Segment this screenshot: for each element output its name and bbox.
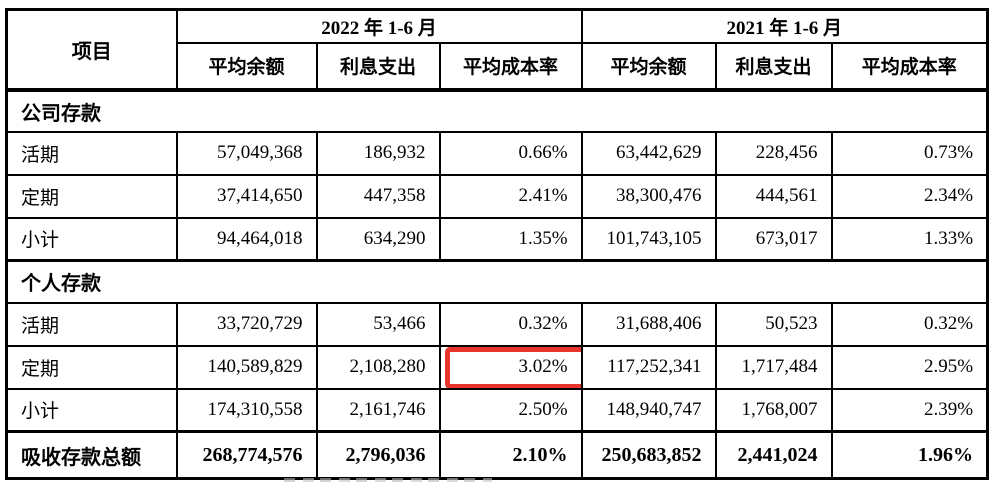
- col-header-avg-balance-2021: 平均余额: [580, 41, 717, 92]
- col-header-avg-balance-2022: 平均余额: [175, 41, 318, 92]
- row-label: 定期: [5, 173, 178, 219]
- cell-value: 1.96%: [830, 430, 989, 480]
- col-header-period-2022: 2022 年 1-6 月: [175, 8, 583, 44]
- cell-value: 174,310,558: [175, 387, 318, 433]
- cell-value: 57,049,368: [175, 130, 318, 176]
- cell-value: 2.10%: [438, 430, 583, 480]
- cell-value: 2.34%: [830, 173, 989, 219]
- cell-value: 37,414,650: [175, 173, 318, 219]
- row-label: 吸收存款总额: [5, 430, 178, 480]
- cell-value: 268,774,576: [175, 430, 318, 480]
- row-label: 活期: [5, 130, 178, 176]
- deposit-cost-table: 项目 2022 年 1-6 月 2021 年 1-6 月 平均余额 利息支出 平…: [5, 8, 990, 480]
- cell-value: 33,720,729: [175, 301, 318, 347]
- table-row-corporate-time: 定期 37,414,650 447,358 2.41% 38,300,476 4…: [5, 173, 989, 219]
- cell-value: 2,108,280: [315, 344, 441, 390]
- col-header-item: 项目: [5, 8, 178, 92]
- cell-value: 2.41%: [438, 173, 583, 219]
- cell-value: 1.33%: [830, 216, 989, 262]
- cell-value: 101,743,105: [580, 216, 717, 262]
- cell-value: 2.39%: [830, 387, 989, 433]
- cell-value: 186,932: [315, 130, 441, 176]
- cell-value: 0.32%: [438, 301, 583, 347]
- cell-value: 0.73%: [830, 130, 989, 176]
- table-row-total-deposits: 吸收存款总额 268,774,576 2,796,036 2.10% 250,6…: [5, 430, 989, 480]
- cell-value: 38,300,476: [580, 173, 717, 219]
- cell-value: 444,561: [714, 173, 833, 219]
- section-label: 个人存款: [5, 259, 989, 304]
- row-label: 定期: [5, 344, 178, 390]
- cell-value: 50,523: [714, 301, 833, 347]
- cell-value: 1,768,007: [714, 387, 833, 433]
- cell-value: 53,466: [315, 301, 441, 347]
- cell-value: 1,717,484: [714, 344, 833, 390]
- row-label: 小计: [5, 216, 178, 262]
- cell-value: 140,589,829: [175, 344, 318, 390]
- cell-value: 228,456: [714, 130, 833, 176]
- cell-value: 0.66%: [438, 130, 583, 176]
- table-row-corporate-demand: 活期 57,049,368 186,932 0.66% 63,442,629 2…: [5, 130, 989, 176]
- col-header-interest-expense-2021: 利息支出: [714, 41, 833, 92]
- col-header-avg-cost-rate-2022: 平均成本率: [438, 41, 583, 92]
- highlighted-value: 3.02%: [518, 356, 568, 377]
- section-row-personal-deposits: 个人存款: [5, 259, 989, 304]
- table-row-personal-time: 定期 140,589,829 2,108,280 3.02% 117,252,3…: [5, 344, 989, 390]
- cell-value: 0.32%: [830, 301, 989, 347]
- cell-value: 2.95%: [830, 344, 989, 390]
- header-row-subcolumns: 平均余额 利息支出 平均成本率 平均余额 利息支出 平均成本率: [7, 41, 989, 92]
- table-row-corporate-subtotal: 小计 94,464,018 634,290 1.35% 101,743,105 …: [5, 216, 989, 262]
- col-header-interest-expense-2022: 利息支出: [315, 41, 441, 92]
- cell-value: 634,290: [315, 216, 441, 262]
- col-header-avg-cost-rate-2021: 平均成本率: [830, 41, 989, 92]
- cell-value: 63,442,629: [580, 130, 717, 176]
- cell-value: 2,441,024: [714, 430, 833, 480]
- section-label: 公司存款: [5, 88, 989, 133]
- clipped-text-fragment: [284, 478, 492, 482]
- cell-value: 2.50%: [438, 387, 583, 433]
- header-row-periods: 项目 2022 年 1-6 月 2021 年 1-6 月: [5, 8, 989, 92]
- col-header-period-2021: 2021 年 1-6 月: [580, 8, 989, 44]
- table-row-personal-demand: 活期 33,720,729 53,466 0.32% 31,688,406 50…: [5, 301, 989, 347]
- cell-value: 2,161,746: [315, 387, 441, 433]
- cell-value: 31,688,406: [580, 301, 717, 347]
- cell-value: 94,464,018: [175, 216, 318, 262]
- cell-value: 1.35%: [438, 216, 583, 262]
- cell-value: 447,358: [315, 173, 441, 219]
- cell-value: 148,940,747: [580, 387, 717, 433]
- row-label: 小计: [5, 387, 178, 433]
- cell-value-highlighted: 3.02%: [438, 344, 583, 390]
- row-label: 活期: [5, 301, 178, 347]
- cell-value: 117,252,341: [580, 344, 717, 390]
- section-row-corporate-deposits: 公司存款: [5, 88, 989, 133]
- cell-value: 2,796,036: [315, 430, 441, 480]
- cell-value: 250,683,852: [580, 430, 717, 480]
- cell-value: 673,017: [714, 216, 833, 262]
- table-row-personal-subtotal: 小计 174,310,558 2,161,746 2.50% 148,940,7…: [5, 387, 989, 433]
